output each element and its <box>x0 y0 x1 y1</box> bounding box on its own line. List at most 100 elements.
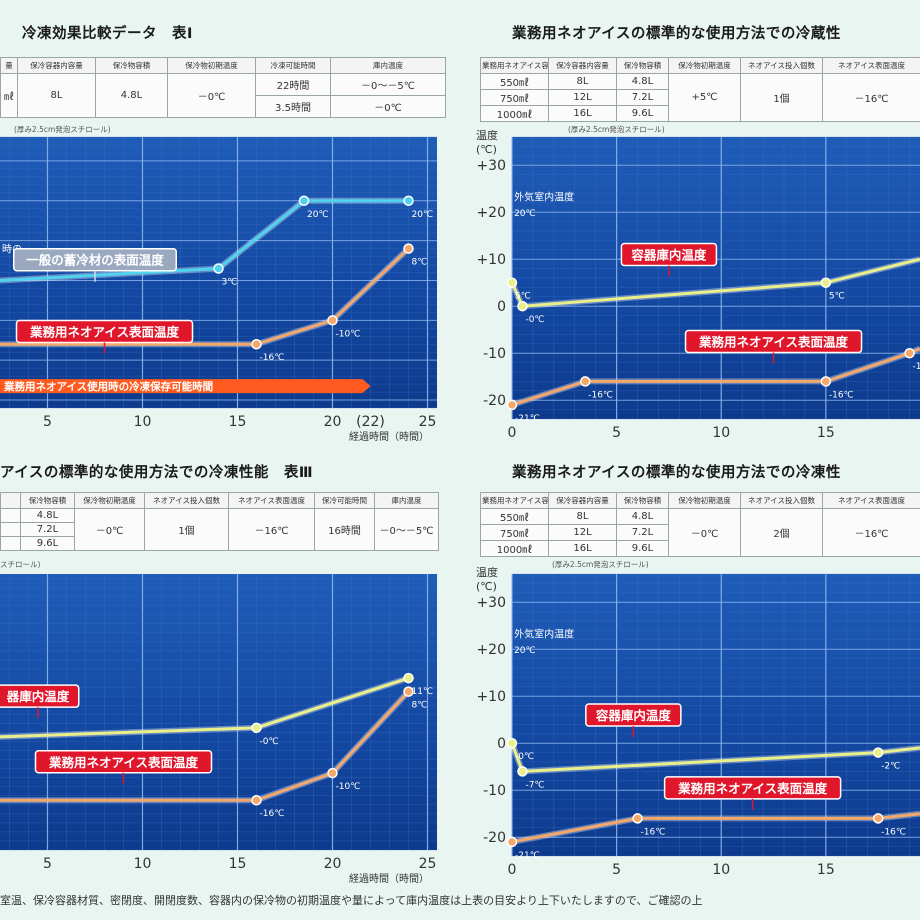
table-cell: 4.8L <box>95 73 168 118</box>
data-point <box>403 243 414 254</box>
table-cell: 7.2L <box>616 89 669 106</box>
table-header: 保冷物容積 <box>616 57 669 74</box>
table-cell: 7.2L <box>616 524 669 541</box>
data-label: 20℃ <box>307 210 329 220</box>
data-point <box>517 766 528 777</box>
panel3-title: アイスの標準的な使用方法での冷凍性能 表Ⅲ <box>0 465 314 481</box>
x-tick-label: 5 <box>43 414 52 430</box>
y-tick-label: +10 <box>476 689 506 705</box>
data-label: 3℃ <box>222 278 238 288</box>
panel1-title: 冷凍効果比較データ 表Ⅰ <box>22 26 193 42</box>
table-cell: 12L <box>548 89 617 106</box>
table-header: 業務用ネオアイス容量 <box>480 57 549 74</box>
x-tick-label: 15 <box>229 414 247 430</box>
data-point <box>213 263 224 274</box>
table-cell: 550㎖ <box>480 508 549 525</box>
table-cell: 9.6L <box>616 540 669 557</box>
series-line <box>0 199 409 282</box>
panel4-note: (厚み2.5cm発泡スチロール) <box>552 560 649 569</box>
table-cell: 750㎖ <box>480 524 549 541</box>
table-cell: 8L <box>17 73 96 118</box>
table-header: ネオアイス投入個数 <box>740 57 823 74</box>
table-header: 庫内温度 <box>330 57 446 74</box>
table-cell: －0～－5℃ <box>374 508 439 551</box>
x-axis-label: 経過時間（時間） <box>349 430 429 443</box>
table-cell: 12L <box>548 524 617 541</box>
data-label: -21℃ <box>515 414 540 424</box>
table-header: 冷凍可能時間 <box>255 57 331 74</box>
table-cell: 4.8L <box>616 508 669 525</box>
panel3-spec-table: 保冷物容積 保冷物初期温度 ネオアイス投入個数 ネオアイス表面温度 保冷可能時間… <box>0 492 439 551</box>
data-point <box>820 277 832 288</box>
data-point <box>506 836 518 848</box>
y-axis-label: 温度 <box>476 565 498 579</box>
x-tick-label: 20 <box>324 414 342 430</box>
panel4-title: 業務用ネオアイスの標準的な使用方法での冷凍性 <box>512 465 841 481</box>
table-cell: －0℃ <box>668 508 741 557</box>
table-cell: 16L <box>548 105 617 122</box>
data-point <box>904 347 915 359</box>
table-header: 保冷物初期温度 <box>668 492 741 509</box>
table-cell: 1000㎖ <box>480 105 549 122</box>
x-tick-label: 0 <box>508 862 517 878</box>
table-cell: 16時間 <box>314 508 375 551</box>
table-cell: 1個 <box>144 508 229 551</box>
table-cell <box>0 508 21 523</box>
ambient-label: 外気室内温度 <box>514 627 574 640</box>
data-label: 8℃ <box>412 701 428 711</box>
y-tick-label: +20 <box>476 205 506 221</box>
x-tick-label: 20 <box>324 856 342 872</box>
table-cell: 750㎖ <box>480 89 549 106</box>
x-tick-label: 10 <box>134 856 152 872</box>
series-label: 容器庫内温度 <box>630 248 707 263</box>
table-cell: 9.6L <box>616 105 669 122</box>
data-label: -16℃ <box>260 353 285 363</box>
series-label: 業務用ネオアイス表面温度 <box>698 334 849 349</box>
panel3-note: スチロール) <box>0 560 41 569</box>
series-label-box <box>663 776 842 800</box>
data-label: -10℃ <box>913 362 920 372</box>
x-tick-label: (22) <box>356 414 385 430</box>
panel1-note: (厚み2.5cm発泡スチロール) <box>14 125 111 134</box>
y-tick-label: -10 <box>483 783 506 799</box>
table-cell: 1個 <box>740 73 823 122</box>
data-label: 8℃ <box>412 258 428 268</box>
table-header: 保冷物容積 <box>616 492 669 509</box>
table-cell: －0℃ <box>167 73 256 118</box>
table-header: 保冷容器内容量 <box>17 57 96 74</box>
data-label: 20℃ <box>412 210 434 220</box>
table-cell: 3.5時間 <box>255 95 331 118</box>
data-point <box>579 376 591 387</box>
data-point <box>820 376 832 387</box>
series-line <box>510 742 920 773</box>
x-tick-label: 15 <box>229 856 247 872</box>
data-label: -16℃ <box>881 827 906 837</box>
y-tick-label: +20 <box>476 642 506 658</box>
data-label: 5℃ <box>515 292 531 302</box>
table-header: 保冷物初期温度 <box>167 57 256 74</box>
data-label: -0℃ <box>525 315 544 325</box>
series-label: 器庫内温度 <box>6 689 70 704</box>
table-header: 保冷物容積 <box>95 57 168 74</box>
y-tick-label: 0 <box>497 299 506 315</box>
y-tick-label: +30 <box>476 595 506 611</box>
panel4-chart: +30 +20 +10 0 -10 -20 温度(℃) 0 5 10 15 外気室内温度 20℃ -0℃ -… <box>476 565 920 878</box>
ambient-label: 外気室内温度 <box>514 190 574 203</box>
panel2-chart: +30 +20 +10 0 -10 -20 温度(℃) 0 5 10 15 外気室内温度 20℃ 5℃ -0… <box>476 128 920 441</box>
x-axis-label: 経過時間（時間） <box>349 872 429 885</box>
data-point <box>872 747 884 758</box>
data-point <box>403 195 414 207</box>
table-cell: 550㎖ <box>480 73 549 90</box>
series-line <box>0 690 410 802</box>
data-point <box>872 813 884 824</box>
table-header: ネオアイス表面温度 <box>228 492 315 509</box>
table-header: 量 <box>0 57 18 74</box>
table-header: 保冷可能時間 <box>314 492 375 509</box>
y-axis-label: (℃) <box>476 143 497 156</box>
data-point <box>327 767 338 779</box>
panel1-chart: 5 10 15 20 (22) 25経過時間（時間）時の業務用ネオアイス使用時の冷凍保存可… <box>0 136 437 443</box>
x-tick-label: 15 <box>817 425 835 441</box>
data-point <box>251 794 262 806</box>
data-label: -2℃ <box>881 762 900 772</box>
